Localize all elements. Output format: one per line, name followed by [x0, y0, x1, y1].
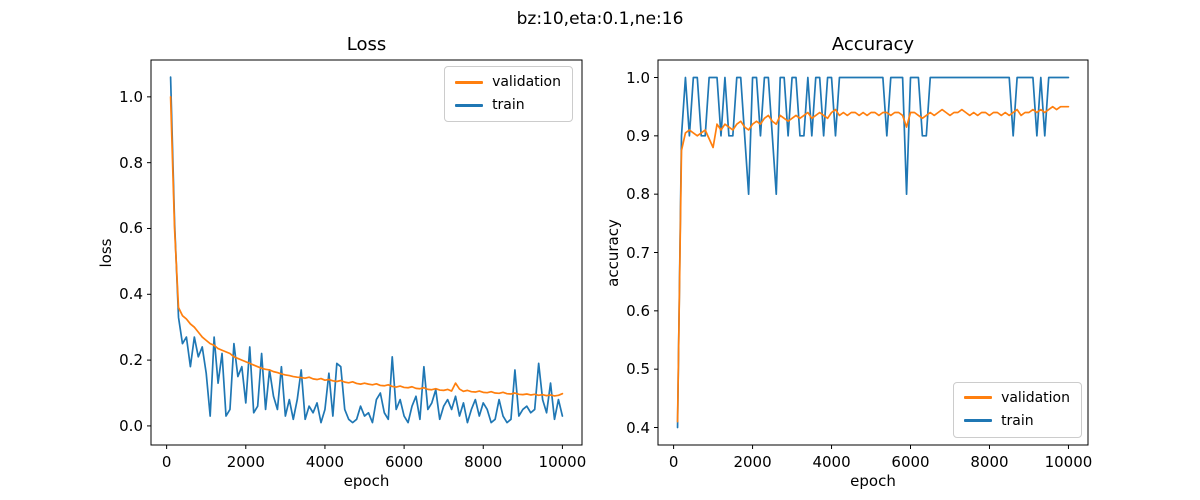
loss-x-tick-label: 6000: [385, 453, 424, 471]
accuracy-x-tick-label: 4000: [812, 453, 851, 471]
legend-item-train: train: [964, 412, 1070, 430]
legend-item-train: train: [455, 96, 561, 114]
accuracy-validation-line: [676, 105, 1070, 423]
loss-y-tick-label: 0.8: [119, 153, 143, 172]
accuracy-y-tick-label: 1.0: [626, 68, 650, 87]
accuracy-x-tick-label: 8000: [970, 453, 1009, 471]
legend-label-train: train: [1001, 412, 1034, 429]
legend-item-validation: validation: [964, 389, 1070, 407]
accuracy-y-tick-label: 0.5: [626, 360, 650, 379]
accuracy-legend: validation train: [953, 381, 1082, 438]
legend-label-validation: validation: [492, 74, 561, 90]
accuracy-plot-canvas: [654, 59, 1089, 449]
legend-label-validation: validation: [1001, 389, 1070, 406]
accuracy-x-tick-label: 2000: [733, 453, 772, 471]
accuracy-y-tick-label: 0.4: [626, 418, 650, 437]
loss-validation-line: [169, 95, 564, 397]
loss-x-axis-label: epoch: [343, 472, 390, 490]
accuracy-train-line: [676, 76, 1070, 429]
validation-line-swatch: [964, 396, 993, 400]
accuracy-y-tick-label: 0.8: [626, 185, 650, 204]
train-line-swatch: [964, 419, 993, 423]
accuracy-plot-border: [657, 59, 1089, 446]
loss-plot-title: Loss: [346, 34, 387, 55]
loss-y-tick-label: 0.6: [119, 219, 143, 238]
accuracy-x-tick-label: 0: [668, 453, 679, 471]
accuracy-y-tick-label: 0.7: [626, 243, 650, 262]
accuracy-y-tick-label: 0.6: [626, 301, 650, 320]
loss-y-tick-label: 0.0: [119, 416, 143, 435]
accuracy-x-tick-label: 10000: [1044, 453, 1093, 471]
loss-y-tick-label: 0.2: [119, 351, 143, 370]
figure-suptitle: bz:10,eta:0.1,ne:16: [516, 9, 684, 29]
accuracy-x-tick-label: 6000: [891, 453, 930, 471]
loss-plot-canvas: [147, 59, 583, 449]
loss-train-line: [169, 76, 564, 424]
accuracy-y-tick-label: 0.9: [626, 126, 650, 145]
loss-x-tick-label: 0: [161, 453, 172, 471]
accuracy-plot-title: Accuracy: [831, 34, 915, 55]
legend-label-train: train: [492, 97, 525, 114]
loss-legend: validation train: [444, 66, 573, 123]
train-line-swatch: [455, 103, 484, 107]
loss-x-tick-label: 8000: [464, 453, 503, 471]
loss-y-tick-label: 1.0: [119, 87, 143, 106]
loss-x-tick-label: 4000: [305, 453, 345, 471]
loss-plot-border: [150, 59, 583, 446]
legend-item-validation: validation: [455, 73, 561, 91]
loss-x-tick-label: 2000: [226, 453, 265, 471]
accuracy-x-axis-label: epoch: [850, 472, 896, 490]
loss-x-tick-label: 10000: [538, 453, 587, 471]
validation-line-swatch: [455, 80, 484, 84]
loss-y-tick-label: 0.4: [119, 285, 143, 304]
